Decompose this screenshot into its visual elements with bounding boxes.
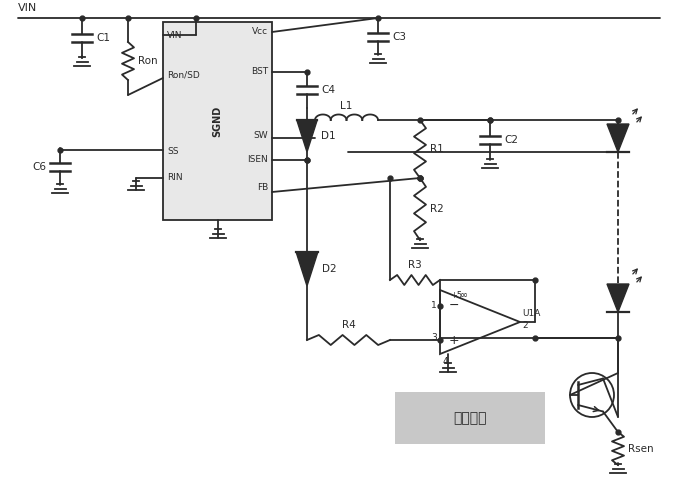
Text: R3: R3: [408, 260, 422, 270]
Text: ISEN: ISEN: [247, 156, 268, 164]
Text: D1: D1: [321, 131, 336, 141]
Text: FB: FB: [257, 184, 268, 192]
Bar: [163, 22, 272, 220]
Text: $-$: $-$: [448, 298, 459, 310]
Text: +5: +5: [450, 290, 462, 300]
Text: R4: R4: [342, 320, 355, 330]
Polygon shape: [607, 124, 629, 152]
Text: 4: 4: [442, 358, 448, 366]
Text: Ron: Ron: [138, 56, 158, 66]
Text: C6: C6: [32, 162, 46, 172]
Polygon shape: [296, 252, 318, 286]
Polygon shape: [297, 120, 317, 152]
Text: 1: 1: [431, 302, 437, 310]
Text: R1: R1: [430, 144, 444, 154]
Text: R2: R2: [430, 204, 444, 214]
Text: SGND: SGND: [213, 106, 222, 136]
Text: Vcc: Vcc: [252, 28, 268, 36]
Text: C2: C2: [504, 135, 518, 145]
Text: L1: L1: [340, 101, 353, 111]
Text: ∞: ∞: [460, 290, 468, 300]
Text: U1A: U1A: [522, 310, 541, 318]
Bar: [395, 392, 545, 444]
Text: C4: C4: [321, 85, 335, 95]
Text: C3: C3: [392, 32, 406, 42]
Text: RIN: RIN: [167, 174, 182, 182]
Text: VIN: VIN: [18, 3, 37, 13]
Text: BST: BST: [251, 68, 268, 76]
Text: $+$: $+$: [448, 334, 459, 346]
Polygon shape: [607, 284, 629, 312]
Text: D2: D2: [322, 264, 337, 274]
Text: VIN: VIN: [167, 30, 182, 40]
Text: Ron/SD: Ron/SD: [167, 70, 200, 80]
Text: 电流控制: 电流控制: [453, 411, 487, 425]
Text: SW: SW: [253, 130, 268, 140]
Text: 2: 2: [522, 322, 528, 330]
Text: Rsen: Rsen: [628, 444, 654, 454]
Text: SS: SS: [167, 148, 178, 156]
Text: C1: C1: [96, 33, 110, 43]
Text: 3: 3: [431, 334, 437, 342]
